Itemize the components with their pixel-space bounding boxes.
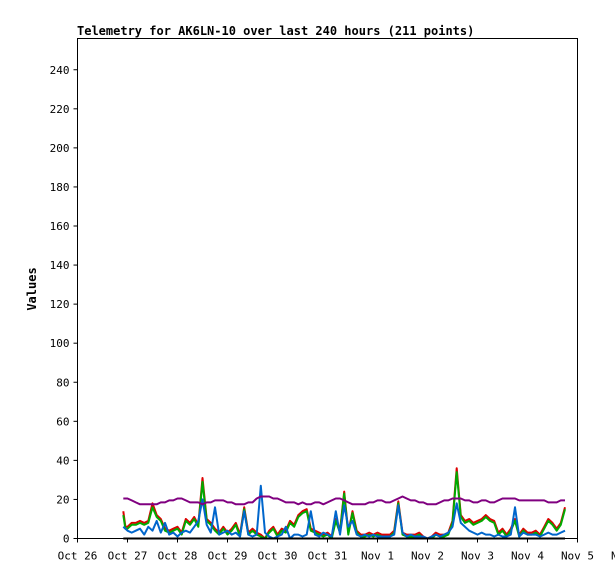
series-line-3: [122, 484, 566, 540]
x-tick-label: Oct 28: [158, 550, 198, 563]
y-tick-label: 0: [63, 533, 70, 546]
x-tick-label: Oct 26: [58, 550, 98, 563]
y-tick-label: 220: [50, 103, 70, 116]
chart-title: Telemetry for AK6LN-10 over last 240 hou…: [77, 24, 474, 38]
y-tick-label: 40: [56, 454, 69, 467]
x-tick-label: Nov 4: [511, 550, 544, 563]
x-tick-label: Nov 6: [611, 550, 615, 563]
x-tick-label: Oct 30: [258, 550, 298, 563]
y-tick-label: 120: [50, 298, 70, 311]
x-tick-label: Oct 27: [108, 550, 148, 563]
x-tick-label: Nov 2: [411, 550, 444, 563]
x-tick-label: Nov 1: [361, 550, 394, 563]
y-tick-label: 100: [50, 337, 70, 350]
x-tick-label: Nov 5: [561, 550, 594, 563]
x-tick-label: Oct 31: [308, 550, 348, 563]
y-axis-label: Values: [25, 267, 39, 310]
series-line-4: [123, 495, 565, 506]
y-tick-label: 200: [50, 142, 70, 155]
y-tick-label: 80: [56, 376, 69, 389]
x-tick-label: Nov 3: [461, 550, 494, 563]
y-tick-label: 160: [50, 220, 70, 233]
x-axis-ticks: Oct 26 Oct 27 Oct 28 Oct 29 Oct 30 Oct 31 Nov …: [58, 538, 615, 563]
plot-area: 0 20 40 60 80 100 120 140 160 180 200 220 240 Oct 26…: [50, 38, 615, 563]
series-layer: [122, 467, 566, 540]
x-tick-label: Oct 29: [208, 550, 248, 563]
y-axis-ticks: 0 20 40 60 80 100 120 140 160 180 200 220 240: [50, 64, 78, 546]
y-tick-label: 20: [56, 493, 69, 506]
y-tick-label: 140: [50, 259, 70, 272]
y-tick-label: 240: [50, 64, 70, 77]
y-tick-label: 60: [56, 415, 69, 428]
y-tick-label: 180: [50, 181, 70, 194]
